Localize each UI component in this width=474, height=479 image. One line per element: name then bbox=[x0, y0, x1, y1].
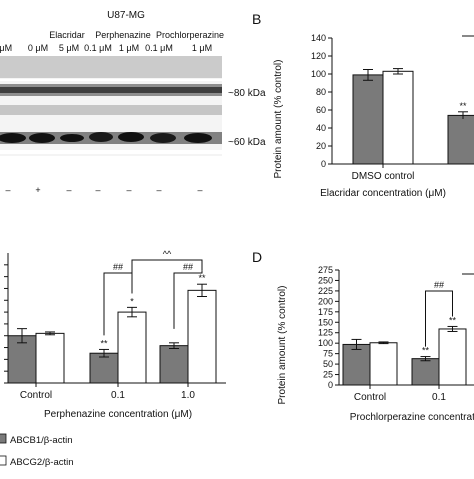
panel-d-bar bbox=[369, 342, 398, 386]
legend-label-abcb1: ABCB1/β-actin bbox=[10, 435, 73, 446]
blot-band-label-60kda: ~60 kDa bbox=[228, 137, 266, 148]
blot-bottom-mark-7: – bbox=[197, 185, 202, 195]
panel-c-xtick-label: 1.0 bbox=[181, 390, 195, 401]
panel-b-chart: 0 20 40 60 80 100 120 140 DMSO control ** bbox=[311, 33, 474, 182]
panel-b-bar-partial bbox=[447, 114, 474, 165]
panel-d-sig-mark: ** bbox=[449, 315, 457, 325]
legend-swatch-abcg2 bbox=[0, 455, 7, 466]
panel-c-sig-mark: * bbox=[130, 296, 134, 306]
legend-label-abcg2: ABCG2/β-actin bbox=[10, 457, 74, 468]
panel-d-ytick-label: 150 bbox=[318, 317, 333, 327]
panel-b-letter: B bbox=[252, 11, 261, 27]
panel-d-xtick-label: 0.1 bbox=[432, 392, 446, 403]
panel-b-ytick-label: 120 bbox=[311, 51, 326, 61]
panel-d-ytick-label: 200 bbox=[318, 296, 333, 306]
panel-b-ytick-label: 140 bbox=[311, 33, 326, 43]
panel-c-bar bbox=[35, 332, 65, 384]
panel-d-ytick-label: 175 bbox=[318, 307, 333, 317]
panel-c-bar bbox=[117, 311, 147, 384]
blot-lane-label-1: 0 μM bbox=[0, 43, 12, 53]
blot-bottom-mark-3: – bbox=[66, 185, 71, 195]
panel-c-xtick-label: Control bbox=[20, 390, 52, 401]
panel-d-ytick-label: 100 bbox=[318, 338, 333, 348]
panel-d-bracket bbox=[425, 290, 453, 347]
panel-d-letter: D bbox=[252, 249, 262, 265]
panel-b-ytick-label: 100 bbox=[311, 69, 326, 79]
panel-b-xtick-label: DMSO control bbox=[352, 171, 415, 182]
panel-d-bar bbox=[342, 343, 371, 386]
panel-b-ytick-label: 0 bbox=[321, 159, 326, 169]
panel-d-ytick-label: 250 bbox=[318, 275, 333, 285]
blot-bottom-mark-2: + bbox=[35, 185, 40, 195]
panel-b-bar bbox=[382, 70, 414, 165]
blot-bottom-mark-6: – bbox=[156, 185, 161, 195]
panel-d-xlabel: Prochlorperazine concentration bbox=[350, 412, 474, 423]
panel-d-bracket-label: ## bbox=[434, 280, 444, 290]
panel-c-chart: Control 0.1 1.0*****## ##^^ bbox=[4, 249, 226, 401]
panel-b-xlabel: Elacridar concentration (μM) bbox=[320, 188, 446, 199]
panel-c-sig-mark: ** bbox=[100, 338, 108, 348]
panel-c-xtick-label: 0.1 bbox=[111, 390, 125, 401]
panel-c-bar bbox=[159, 345, 189, 384]
blot-cell-line: U87-MG bbox=[107, 10, 145, 21]
blot-lane-label-6: 0.1 μM bbox=[145, 43, 173, 53]
panel-c-bracket bbox=[173, 270, 203, 329]
panel-d-ytick-label: 0 bbox=[328, 380, 333, 390]
panel-c-bracket-label: ## bbox=[113, 262, 123, 272]
panel-d-ytick-label: 225 bbox=[318, 286, 333, 296]
panel-d-ytick-label: 50 bbox=[323, 359, 333, 369]
blot-lane-label-7: 1 μM bbox=[192, 43, 212, 53]
panel-c-bracket-label: ^^ bbox=[163, 249, 172, 259]
panel-c-sig-mark: ** bbox=[198, 273, 206, 283]
blot-lane-label-4: 0.1 μM bbox=[84, 43, 112, 53]
panel-d-sig-mark: ** bbox=[422, 346, 430, 356]
western-blot-panel: U87-MG Elacridar Perphenazine Prochlorpe… bbox=[0, 10, 266, 195]
panel-d-ytick-label: 125 bbox=[318, 328, 333, 338]
panel-c-bar bbox=[187, 289, 217, 384]
legend: ABCB1/β-actin ABCG2/β-actin bbox=[0, 433, 74, 468]
blot-bottom-mark-5: – bbox=[126, 185, 131, 195]
panel-d-bar bbox=[438, 328, 467, 386]
panel-b-ylabel: Protein amount (% control) bbox=[273, 60, 284, 179]
blot-group-perphenazine: Perphenazine bbox=[95, 30, 151, 40]
blot-bottom-mark-4: – bbox=[95, 185, 100, 195]
panel-c-bar bbox=[89, 352, 119, 384]
panel-d-xtick-label: Control bbox=[354, 392, 386, 403]
blot-group-elacridar: Elacridar bbox=[49, 30, 85, 40]
panel-c-xlabel: Perphenazine concentration (μM) bbox=[44, 409, 192, 420]
blot-bottom-mark-1: – bbox=[5, 185, 10, 195]
panel-b-ytick-label: 80 bbox=[316, 87, 326, 97]
panel-d-bar bbox=[411, 358, 440, 386]
panel-c: Control 0.1 1.0*****## ##^^ Perphenazine co… bbox=[4, 249, 226, 420]
panel-d-ytick-label: 275 bbox=[318, 265, 333, 275]
panel-d-ytick-label: 25 bbox=[323, 370, 333, 380]
blot-lane-label-2: 0 μM bbox=[28, 43, 48, 53]
panel-b-ytick-label: 20 bbox=[316, 141, 326, 151]
panel-b: B 0 20 40 60 80 100 120 140 DMSO control ** Prote… bbox=[252, 11, 474, 199]
blot-lane-label-5: 1 μM bbox=[119, 43, 139, 53]
legend-swatch-abcb1 bbox=[0, 433, 7, 444]
panel-b-ytick-label: 60 bbox=[316, 105, 326, 115]
panel-b-ytick-label: 40 bbox=[316, 123, 326, 133]
panel-d-ylabel: Protein amount (% control) bbox=[277, 286, 288, 405]
panel-d-ytick-label: 75 bbox=[323, 349, 333, 359]
blot-group-prochlorperazine: Prochlorperazine bbox=[156, 30, 224, 40]
panel-c-bracket-label: ## bbox=[183, 262, 193, 272]
panel-b-sig-mark: ** bbox=[459, 101, 467, 111]
blot-band-label-80kda: ~80 kDa bbox=[228, 88, 266, 99]
panel-c-bracket bbox=[131, 259, 203, 294]
panel-b-bar bbox=[352, 74, 384, 165]
blot-image bbox=[0, 56, 222, 156]
blot-lane-label-3: 5 μM bbox=[59, 43, 79, 53]
